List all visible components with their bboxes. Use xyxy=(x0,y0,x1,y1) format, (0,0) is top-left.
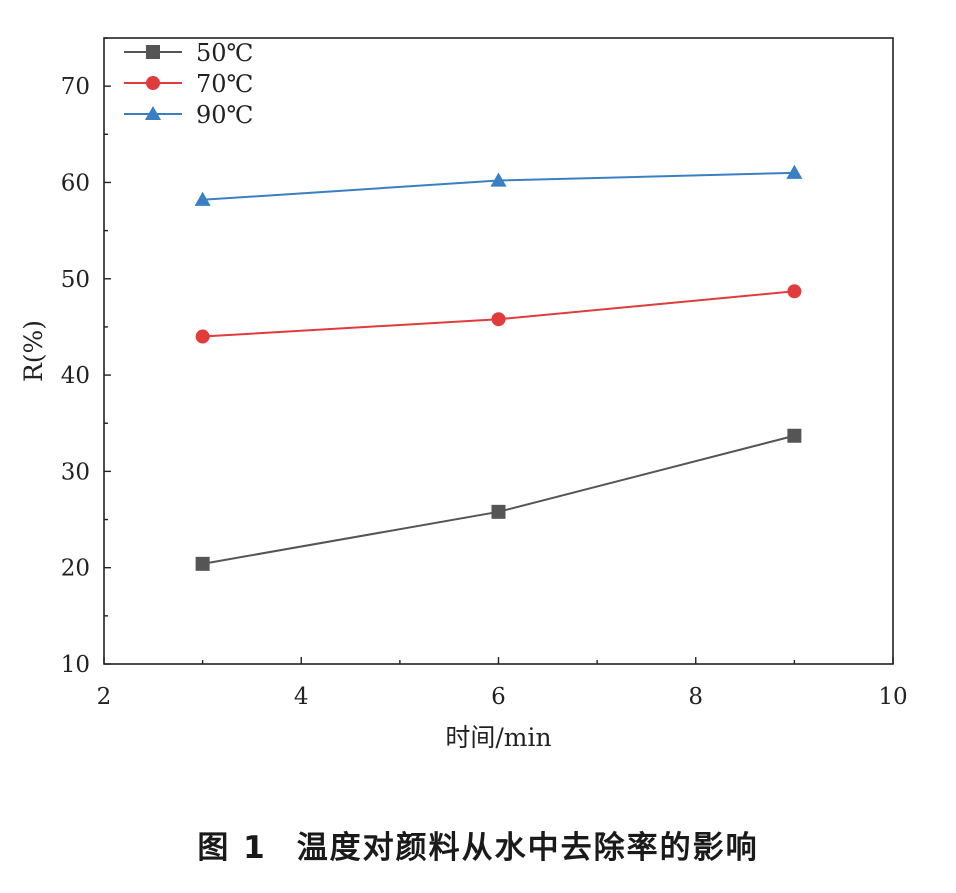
legend-label: 50℃ xyxy=(196,39,253,67)
data-point xyxy=(194,191,211,206)
legend: 50℃ 70℃ 90℃ xyxy=(124,39,253,129)
x-axis-title: 时间/min xyxy=(445,723,551,752)
y-tick-label: 60 xyxy=(61,170,90,196)
y-tick-label: 50 xyxy=(61,267,90,293)
line-chart: 2 4 6 8 10 10 20 30 40 50 60 70 时间/min R(%) 50℃ 70℃ 90℃ xyxy=(19,37,908,752)
y-tick-label: 40 xyxy=(61,363,90,389)
data-point xyxy=(195,556,210,571)
y-tick-label: 70 xyxy=(61,74,90,100)
legend-marker xyxy=(146,76,160,90)
x-tick-label: 4 xyxy=(294,684,309,710)
y-axis-title: R(%) xyxy=(19,320,48,382)
data-point xyxy=(787,284,802,299)
series-line xyxy=(202,434,795,565)
figure-caption: 图 1 温度对颜料从水中去除率的影响 xyxy=(0,822,956,867)
plot-frame xyxy=(103,37,894,665)
data-point xyxy=(491,504,506,519)
legend-marker xyxy=(144,105,162,121)
series-group xyxy=(194,164,803,571)
axes: 2 4 6 8 10 10 20 30 40 50 60 70 时间/min R(%) xyxy=(19,37,908,752)
y-tick-label: 20 xyxy=(61,556,90,582)
data-point xyxy=(787,428,802,443)
y-tick-label: 10 xyxy=(61,652,90,678)
data-point xyxy=(195,329,210,344)
caption-text: 温度对颜料从水中去除率的影响 xyxy=(296,830,759,866)
x-tick-label: 10 xyxy=(878,684,907,710)
data-point xyxy=(491,312,506,327)
x-tick-label: 2 xyxy=(97,684,112,710)
series-2 xyxy=(195,284,802,344)
legend-item: 70℃ xyxy=(124,70,253,98)
legend-label: 70℃ xyxy=(196,70,253,98)
series-3 xyxy=(194,164,803,206)
data-point xyxy=(786,164,803,179)
x-tick-label: 6 xyxy=(491,684,506,710)
legend-label: 90℃ xyxy=(196,101,253,129)
legend-item: 50℃ xyxy=(124,39,253,67)
legend-item: 90℃ xyxy=(124,101,253,129)
series-1 xyxy=(195,428,802,571)
caption-number: 图 1 xyxy=(197,830,267,866)
data-point xyxy=(490,172,507,187)
x-tick-label: 8 xyxy=(688,684,703,710)
y-tick-label: 30 xyxy=(61,459,90,485)
legend-marker xyxy=(146,45,160,59)
